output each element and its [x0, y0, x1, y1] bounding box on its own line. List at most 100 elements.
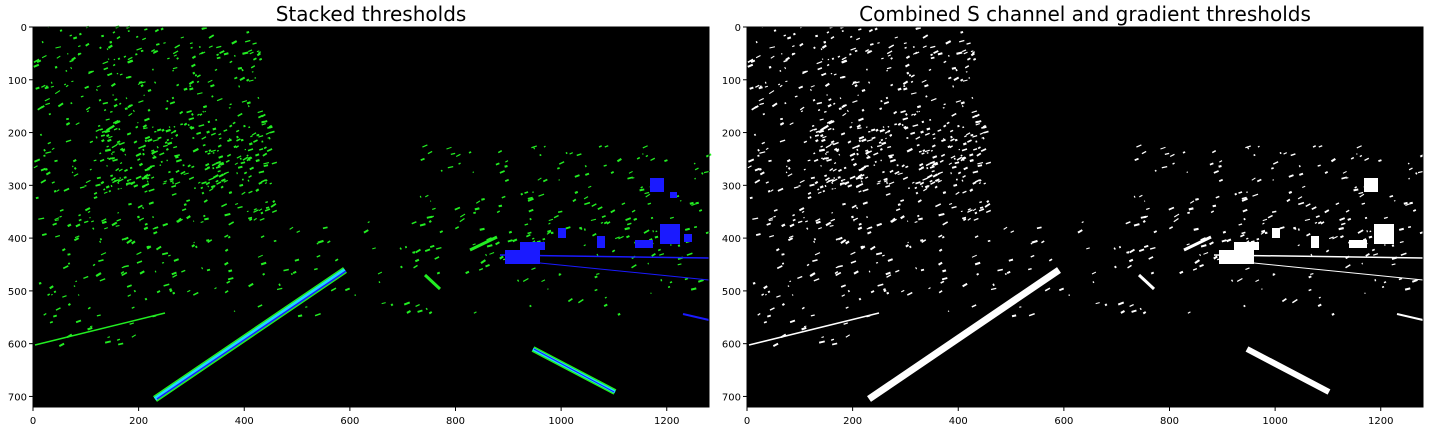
- threshold-speck: [504, 178, 510, 183]
- threshold-speck: [801, 326, 807, 331]
- threshold-speck: [807, 159, 811, 162]
- threshold-speck: [1350, 156, 1355, 160]
- threshold-speck: [420, 157, 425, 162]
- threshold-speck: [216, 56, 221, 60]
- threshold-speck: [161, 128, 165, 132]
- threshold-speck: [171, 271, 177, 276]
- threshold-speck: [865, 126, 868, 128]
- threshold-speck: [890, 83, 894, 87]
- threshold-speck: [997, 268, 1003, 272]
- threshold-speck: [118, 102, 122, 105]
- threshold-speck: [839, 182, 845, 186]
- threshold-speck: [1144, 215, 1148, 219]
- threshold-speck: [858, 297, 862, 301]
- threshold-speck: [459, 218, 465, 223]
- threshold-speck: [1028, 312, 1035, 317]
- threshold-speck: [786, 159, 791, 163]
- threshold-speck: [942, 106, 945, 109]
- threshold-speck: [948, 162, 953, 165]
- threshold-speck: [186, 215, 191, 220]
- threshold-speck: [73, 173, 79, 177]
- threshold-speck: [538, 193, 545, 197]
- threshold-speck: [261, 122, 266, 126]
- threshold-speck: [1361, 202, 1366, 205]
- threshold-speck: [413, 251, 416, 254]
- threshold-speck: [835, 148, 840, 152]
- threshold-speck: [856, 148, 859, 151]
- threshold-speck: [797, 275, 803, 279]
- threshold-speck: [910, 92, 917, 95]
- threshold-speck: [930, 98, 937, 102]
- threshold-speck: [764, 85, 768, 88]
- threshold-speck: [941, 277, 948, 281]
- threshold-speck: [205, 162, 210, 167]
- threshold-speck: [777, 83, 781, 86]
- threshold-speck: [924, 149, 930, 153]
- threshold-speck: [923, 187, 928, 192]
- threshold-speck: [96, 314, 101, 317]
- threshold-speck: [220, 178, 226, 183]
- threshold-speck: [844, 181, 850, 185]
- threshold-speck: [202, 214, 206, 218]
- threshold-speck: [900, 289, 905, 293]
- threshold-speck: [1389, 195, 1394, 198]
- threshold-speck: [1095, 302, 1100, 305]
- threshold-speck: [963, 51, 968, 55]
- threshold-speck: [204, 110, 207, 113]
- threshold-speck: [765, 181, 769, 184]
- threshold-speck: [598, 145, 603, 148]
- threshold-speck: [88, 70, 94, 75]
- threshold-speck: [542, 238, 546, 241]
- threshold-speck: [907, 187, 910, 190]
- threshold-speck: [817, 188, 820, 191]
- threshold-speck: [1218, 164, 1222, 168]
- threshold-speck: [91, 220, 94, 223]
- threshold-speck: [768, 219, 773, 222]
- threshold-speck: [1142, 219, 1146, 223]
- threshold-speck: [779, 84, 783, 88]
- threshold-speck: [411, 221, 417, 225]
- threshold-speck: [495, 162, 500, 166]
- threshold-speck: [875, 252, 883, 256]
- threshold-speck: [297, 314, 303, 318]
- threshold-speck: [101, 34, 105, 38]
- threshold-speck: [224, 212, 231, 217]
- threshold-speck: [246, 30, 250, 34]
- threshold-speck: [973, 217, 979, 221]
- threshold-speck: [436, 271, 441, 275]
- threshold-speck: [108, 157, 112, 161]
- threshold-speck: [885, 271, 891, 276]
- threshold-speck: [175, 158, 182, 163]
- threshold-speck: [557, 167, 560, 170]
- threshold-speck: [196, 92, 203, 95]
- threshold-speck: [677, 263, 682, 266]
- threshold-speck: [92, 227, 95, 230]
- threshold-speck: [690, 287, 697, 291]
- threshold-speck: [887, 54, 891, 57]
- threshold-speck: [818, 148, 825, 152]
- threshold-speck: [626, 222, 632, 226]
- threshold-speck: [163, 144, 168, 148]
- threshold-speck: [390, 303, 394, 307]
- threshold-speck: [773, 208, 778, 212]
- threshold-speck: [780, 53, 783, 55]
- threshold-speck: [914, 220, 918, 224]
- threshold-speck: [1187, 311, 1191, 314]
- threshold-speck: [316, 254, 321, 258]
- threshold-speck: [272, 200, 276, 203]
- threshold-speck: [144, 117, 150, 122]
- threshold-speck: [698, 209, 703, 212]
- threshold-speck: [975, 122, 980, 126]
- threshold-speck: [953, 157, 956, 160]
- threshold-speck: [166, 159, 169, 162]
- threshold-speck: [1193, 227, 1199, 231]
- threshold-speck: [1312, 145, 1317, 148]
- threshold-speck: [1298, 201, 1305, 206]
- threshold-speck: [1283, 152, 1288, 155]
- threshold-speck: [146, 173, 151, 177]
- threshold-speck: [1164, 152, 1170, 155]
- threshold-speck: [200, 51, 206, 55]
- threshold-speck: [1209, 241, 1214, 246]
- threshold-speck: [986, 200, 990, 203]
